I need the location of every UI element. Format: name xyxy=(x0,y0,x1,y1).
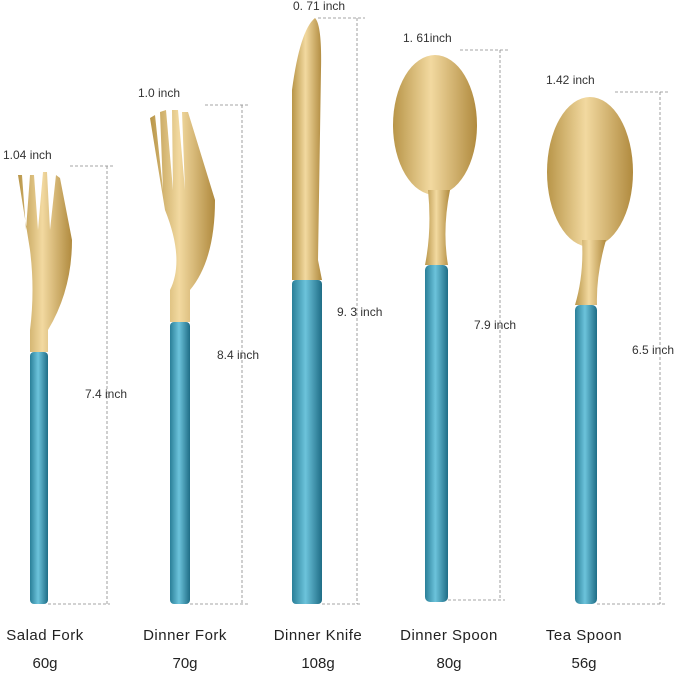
item-weight: 70g xyxy=(172,655,197,672)
cutlery-illustrations xyxy=(18,18,633,604)
length-label: 7.9 inch xyxy=(474,318,516,332)
item-weight: 108g xyxy=(301,655,334,672)
item-name: Dinner Spoon xyxy=(400,627,498,644)
labels: Salad Fork 60g 1.04 inch 7.4 inch Dinner For… xyxy=(3,0,674,672)
item-name: Salad Fork xyxy=(6,627,84,644)
item-weight: 60g xyxy=(32,655,57,672)
width-label: 1.42 inch xyxy=(546,73,595,87)
width-label: 1.04 inch xyxy=(3,148,52,162)
item-name: Dinner Knife xyxy=(274,627,363,644)
width-label: 0. 71 inch xyxy=(293,0,345,13)
item-weight: 56g xyxy=(571,655,596,672)
width-label: 1. 61inch xyxy=(403,31,452,45)
length-label: 9. 3 inch xyxy=(337,305,382,319)
item-name: Dinner Fork xyxy=(143,627,227,644)
length-label: 7.4 inch xyxy=(85,387,127,401)
dimension-lines xyxy=(48,17,668,605)
item-name: Tea Spoon xyxy=(546,627,622,644)
length-label: 6.5 inch xyxy=(632,343,674,357)
item-weight: 80g xyxy=(436,655,461,672)
length-label: 8.4 inch xyxy=(217,348,259,362)
width-label: 1.0 inch xyxy=(138,86,180,100)
